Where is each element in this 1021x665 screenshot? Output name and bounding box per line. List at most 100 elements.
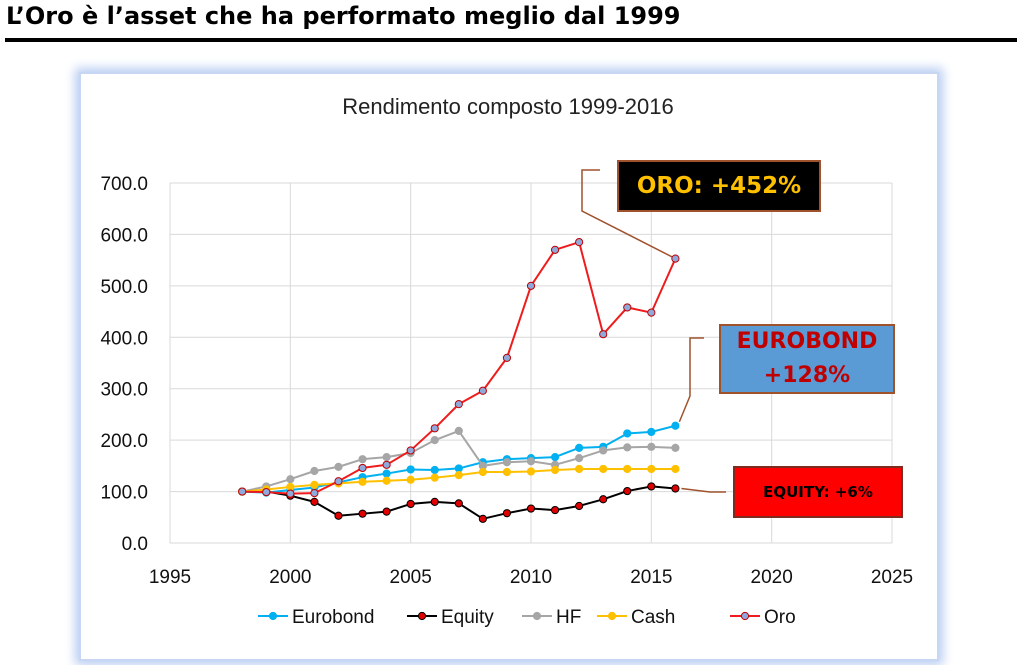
data-point-eurobond xyxy=(623,429,632,438)
callout-connectors xyxy=(581,169,726,493)
callout-eurobond-line2: +128% xyxy=(763,363,851,388)
data-point-hf xyxy=(334,462,343,471)
data-point-hf xyxy=(310,466,319,476)
data-point-oro xyxy=(382,460,391,469)
data-point-cash xyxy=(478,467,487,477)
x-tick-label: 2005 xyxy=(390,567,432,588)
data-point-oro xyxy=(550,245,560,254)
data-point-cash xyxy=(599,464,608,474)
data-point-equity xyxy=(382,507,391,516)
y-tick-label: 600.0 xyxy=(100,225,148,246)
x-tick-label: 1995 xyxy=(149,567,191,588)
legend-marker-oro xyxy=(740,611,750,621)
data-point-oro xyxy=(526,281,536,290)
data-point-cash xyxy=(382,476,391,485)
legend-label-eurobond: Eurobond xyxy=(292,607,374,628)
y-tick-label: 700.0 xyxy=(100,174,148,195)
chart-title: Rendimento composto 1999-2016 xyxy=(342,94,673,119)
connector-oro xyxy=(581,169,676,260)
legend-marker-hf xyxy=(532,611,542,621)
data-point-oro xyxy=(454,400,463,409)
data-point-hf xyxy=(382,453,391,462)
data-point-cash xyxy=(671,464,680,474)
data-point-equity xyxy=(526,504,536,513)
data-point-cash xyxy=(430,473,439,482)
y-tick-label: 100.0 xyxy=(100,483,148,504)
y-tick-label: 0.0 xyxy=(122,534,148,555)
slide-title: L’Oro è l’asset che ha performato meglio… xyxy=(6,2,681,30)
data-point-oro xyxy=(310,489,319,498)
axes: 0.0 100.0 200.0 300.0 400.0 500.0 600.0 700.0 19… xyxy=(100,174,913,588)
data-point-oro xyxy=(647,308,656,317)
data-point-cash xyxy=(310,480,319,489)
data-point-hf xyxy=(502,458,512,467)
data-point-cash xyxy=(623,464,632,474)
data-point-eurobond xyxy=(647,427,656,437)
data-point-oro xyxy=(623,303,632,312)
data-point-oro xyxy=(502,353,512,362)
data-point-equity xyxy=(599,495,608,504)
legend-label-cash: Cash xyxy=(631,607,675,628)
data-point-oro xyxy=(478,386,487,395)
data-point-cash xyxy=(647,464,656,474)
data-point-eurobond xyxy=(671,421,680,430)
data-point-oro xyxy=(671,254,680,263)
callout-eurobond: EUROBOND +128% xyxy=(719,324,895,394)
data-point-cash xyxy=(454,471,463,480)
data-point-oro xyxy=(262,487,271,497)
data-point-eurobond xyxy=(430,465,439,475)
legend: Eurobond Equity HF Cash Oro xyxy=(258,607,796,628)
x-tick-label: 2010 xyxy=(510,567,552,588)
x-tick-label: 2000 xyxy=(269,567,311,588)
data-point-oro xyxy=(430,424,439,433)
title-underline xyxy=(5,38,1017,42)
data-point-eurobond xyxy=(550,453,560,462)
callout-oro: ORO: +452% xyxy=(617,160,821,212)
legend-label-equity: Equity xyxy=(441,607,494,628)
y-tick-label: 500.0 xyxy=(100,277,148,298)
data-point-cash xyxy=(550,465,560,475)
data-point-equity xyxy=(550,505,560,515)
data-point-eurobond xyxy=(575,443,584,452)
callout-equity: EQUITY: +6% xyxy=(733,466,903,518)
data-point-equity xyxy=(334,511,343,520)
legend-label-oro: Oro xyxy=(764,607,796,628)
data-point-oro xyxy=(334,477,343,486)
data-point-hf xyxy=(358,455,367,464)
data-point-cash xyxy=(358,477,367,486)
data-point-equity xyxy=(478,514,487,523)
data-point-equity xyxy=(502,509,512,518)
series-lines xyxy=(238,238,680,523)
x-tick-label: 2025 xyxy=(871,567,913,588)
data-point-hf xyxy=(575,454,584,463)
data-point-cash xyxy=(286,482,295,492)
data-point-hf xyxy=(526,457,536,466)
data-point-oro xyxy=(286,489,295,498)
data-point-eurobond xyxy=(382,469,391,478)
data-point-oro xyxy=(406,446,415,455)
series-line-oro xyxy=(242,241,677,495)
data-point-hf xyxy=(286,475,295,484)
data-point-cash xyxy=(502,467,512,477)
data-point-equity xyxy=(671,484,680,493)
data-point-cash xyxy=(575,464,584,474)
data-point-cash xyxy=(526,467,536,476)
legend-marker-eurobond xyxy=(268,611,278,621)
data-point-equity xyxy=(358,509,367,518)
legend-marker-cash xyxy=(607,611,617,621)
data-point-eurobond xyxy=(454,464,463,473)
legend-marker-equity xyxy=(417,611,427,621)
data-point-eurobond xyxy=(406,465,415,474)
data-point-hf xyxy=(671,443,680,452)
series-line-eurobond xyxy=(242,424,676,494)
y-tick-label: 400.0 xyxy=(100,328,148,349)
connector-equity xyxy=(681,487,726,493)
data-point-hf xyxy=(647,442,656,451)
data-point-oro xyxy=(358,463,367,473)
connector-eurobond xyxy=(678,337,704,423)
data-point-equity xyxy=(310,497,319,506)
data-point-equity xyxy=(575,501,584,511)
legend-label-hf: HF xyxy=(556,607,581,628)
data-point-equity xyxy=(647,482,656,491)
data-point-hf xyxy=(430,436,439,445)
